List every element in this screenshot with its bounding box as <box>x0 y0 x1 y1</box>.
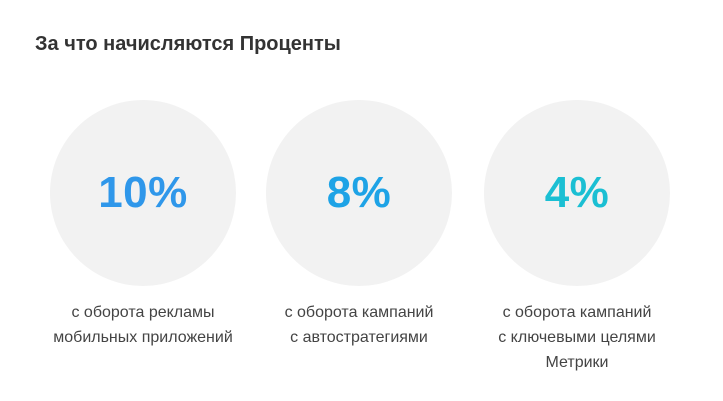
stat-circle: 10% <box>50 100 236 286</box>
caption-line: с оборота рекламы <box>71 304 215 321</box>
stat-circle: 4% <box>484 100 670 286</box>
caption-line: мобильных приложений <box>53 329 233 346</box>
stat-card-mobile-apps: 10% с оборота рекламы мобильных приложен… <box>23 100 263 350</box>
stat-circle: 8% <box>266 100 452 286</box>
percent-value: 10% <box>98 168 188 217</box>
caption-line: с оборота кампаний <box>502 304 652 321</box>
stat-card-key-goals: 4% с оборота кампаний с ключевыми целями… <box>457 100 697 375</box>
caption-line: Метрики <box>545 354 609 371</box>
stat-card-autostrategies: 8% с оборота кампаний с автостратегиями <box>239 100 479 350</box>
percent-value: 8% <box>326 168 392 217</box>
percent-value: 4% <box>544 168 610 217</box>
caption-line: с ключевыми целями <box>498 329 656 346</box>
stat-caption: с оборота кампаний с автостратегиями <box>239 300 479 350</box>
caption-line: с автостратегиями <box>290 329 428 346</box>
stat-caption: с оборота рекламы мобильных приложений <box>23 300 263 350</box>
section-title: За что начисляются Проценты <box>35 33 341 55</box>
caption-line: с оборота кампаний <box>284 304 434 321</box>
stat-caption: с оборота кампаний с ключевыми целями Ме… <box>457 300 697 375</box>
